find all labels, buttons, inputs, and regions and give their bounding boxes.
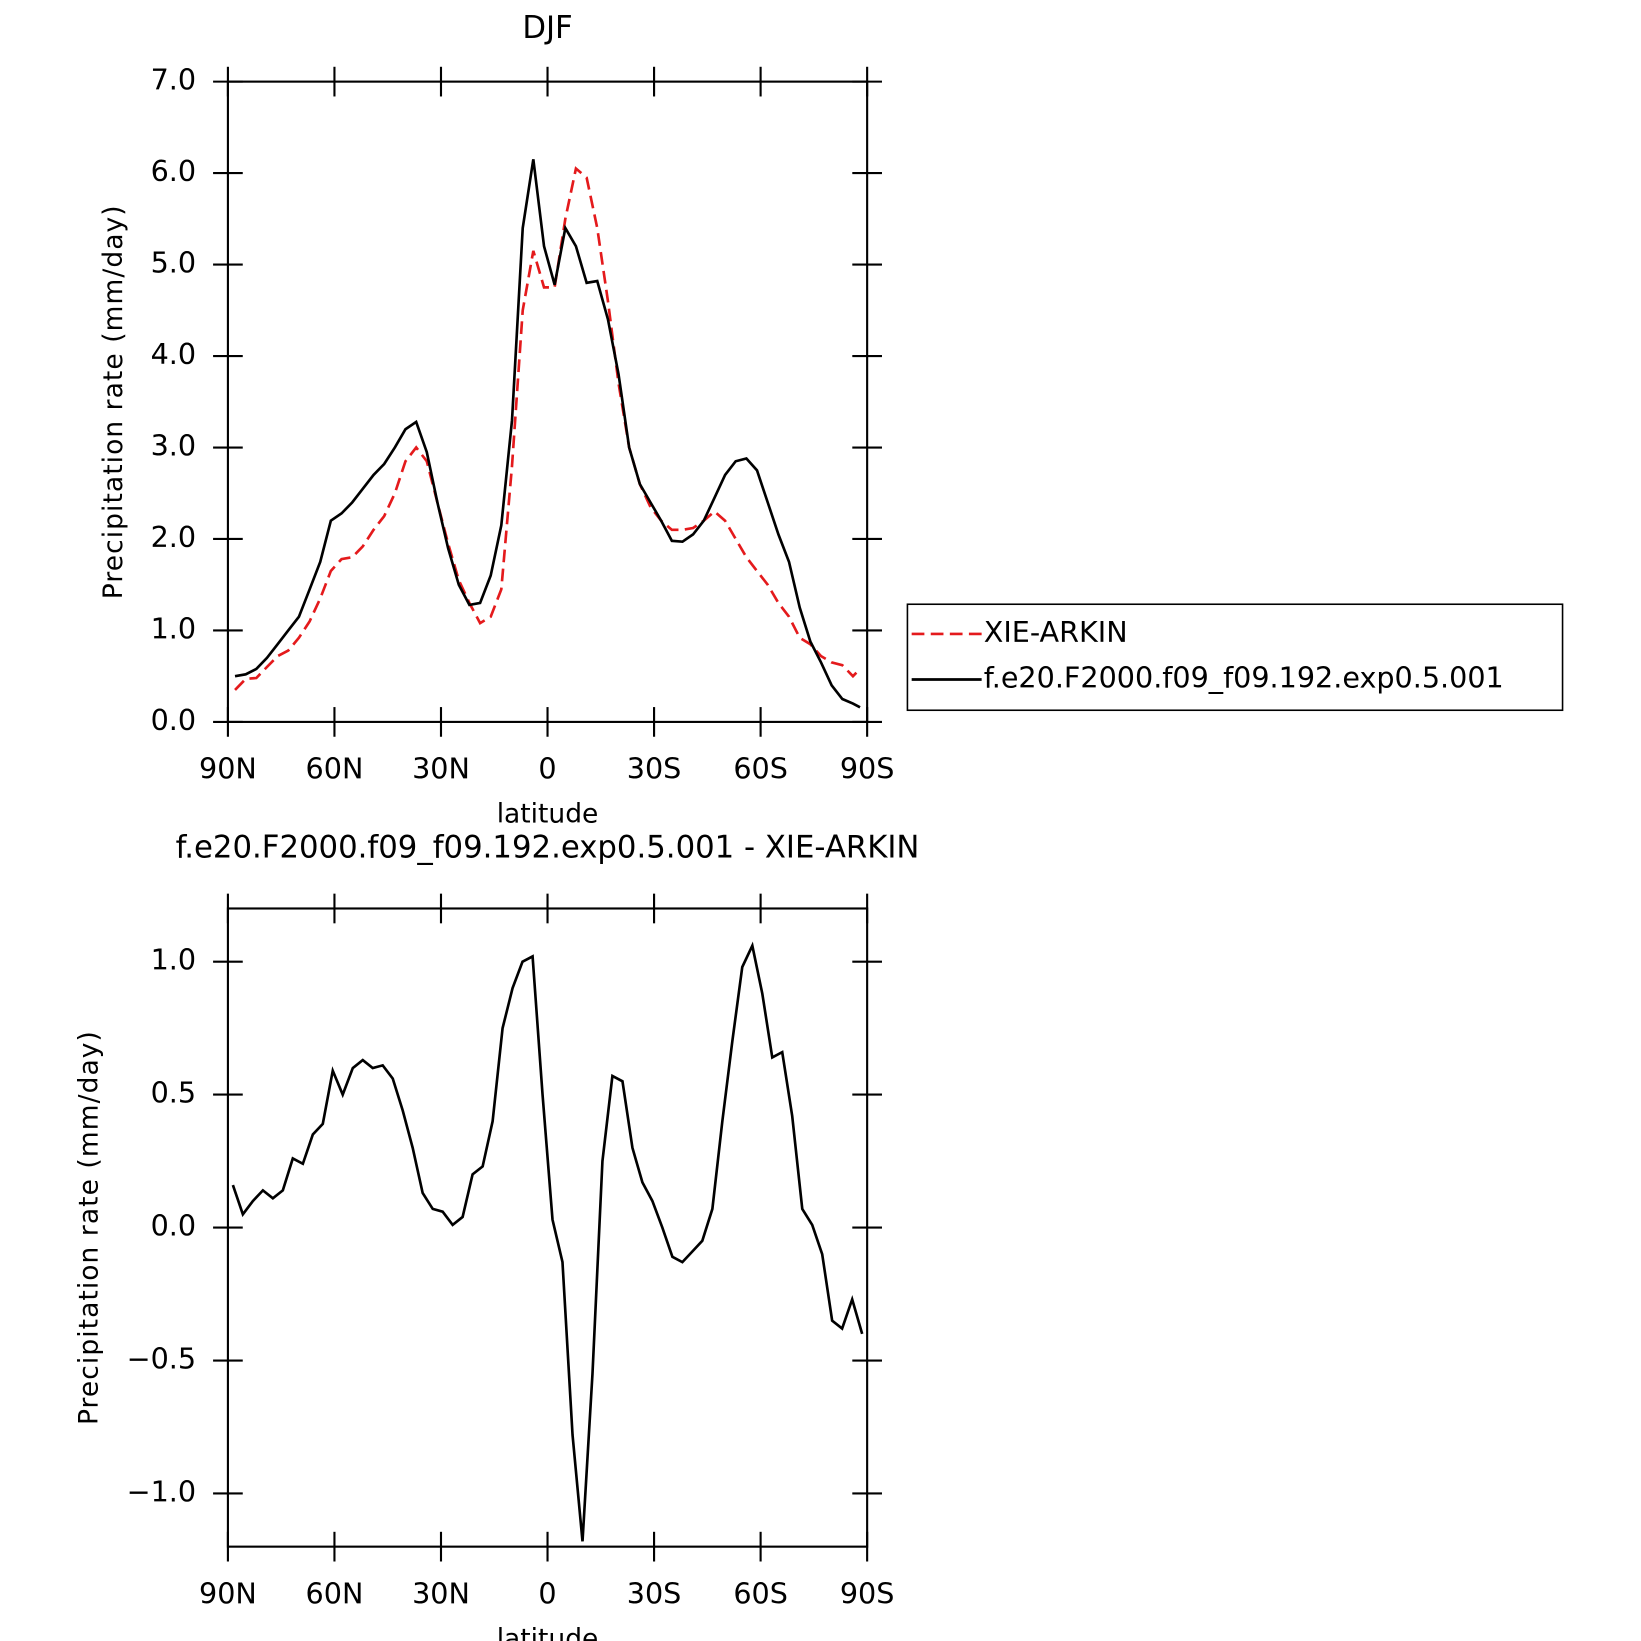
x-tick-label: 60S <box>733 1576 788 1610</box>
plot-frame <box>226 80 869 723</box>
x-tick-label: 90N <box>199 1576 257 1610</box>
y-tick-label: 3.0 <box>151 429 196 463</box>
chart-title: f.e20.F2000.f09_f09.192.exp0.5.001 - XIE… <box>176 830 920 866</box>
y-tick-label: 1.0 <box>151 943 196 977</box>
x-tick-label: 30N <box>412 1576 470 1610</box>
y-tick-label: 4.0 <box>151 337 196 371</box>
x-tick-label: 90N <box>199 752 257 786</box>
legend-label: f.e20.F2000.f09_f09.192.exp0.5.001 <box>984 661 1504 695</box>
data-line <box>234 166 861 691</box>
y-tick-label: 7.0 <box>151 63 196 97</box>
y-tick-label: 5.0 <box>151 246 196 280</box>
y-tick-label: 0.0 <box>151 703 196 737</box>
x-axis-label: latitude <box>497 799 599 830</box>
y-tick-label: 0.0 <box>151 1209 196 1243</box>
x-tick-label: 60N <box>306 752 364 786</box>
x-tick-label: 90S <box>840 752 895 786</box>
x-axis-label: latitude <box>497 1623 599 1641</box>
y-tick-label: 0.5 <box>151 1076 196 1110</box>
y-axis-label: Precipitation rate (mm/day) <box>98 204 129 599</box>
y-tick-label: −0.5 <box>127 1342 196 1376</box>
x-tick-label: 60N <box>306 1576 364 1610</box>
y-tick-label: 1.0 <box>151 611 196 645</box>
x-tick-label: 90S <box>840 1576 895 1610</box>
y-tick-label: 6.0 <box>151 154 196 188</box>
y-axis-label: Precipitation rate (mm/day) <box>74 1030 105 1425</box>
legend-box <box>906 603 1564 712</box>
x-tick-label: 30S <box>627 1576 682 1610</box>
y-tick-label: −1.0 <box>127 1474 196 1508</box>
x-tick-label: 0 <box>538 752 556 786</box>
data-line <box>231 941 864 1542</box>
data-line <box>234 159 861 709</box>
x-tick-label: 0 <box>538 1576 556 1610</box>
x-tick-label: 30N <box>412 752 470 786</box>
plot-frame <box>226 907 869 1548</box>
legend-label: XIE-ARKIN <box>984 615 1128 649</box>
chart-title: DJF <box>522 10 572 46</box>
x-tick-label: 30S <box>627 752 682 786</box>
y-tick-label: 2.0 <box>151 520 196 554</box>
x-tick-label: 60S <box>733 752 788 786</box>
